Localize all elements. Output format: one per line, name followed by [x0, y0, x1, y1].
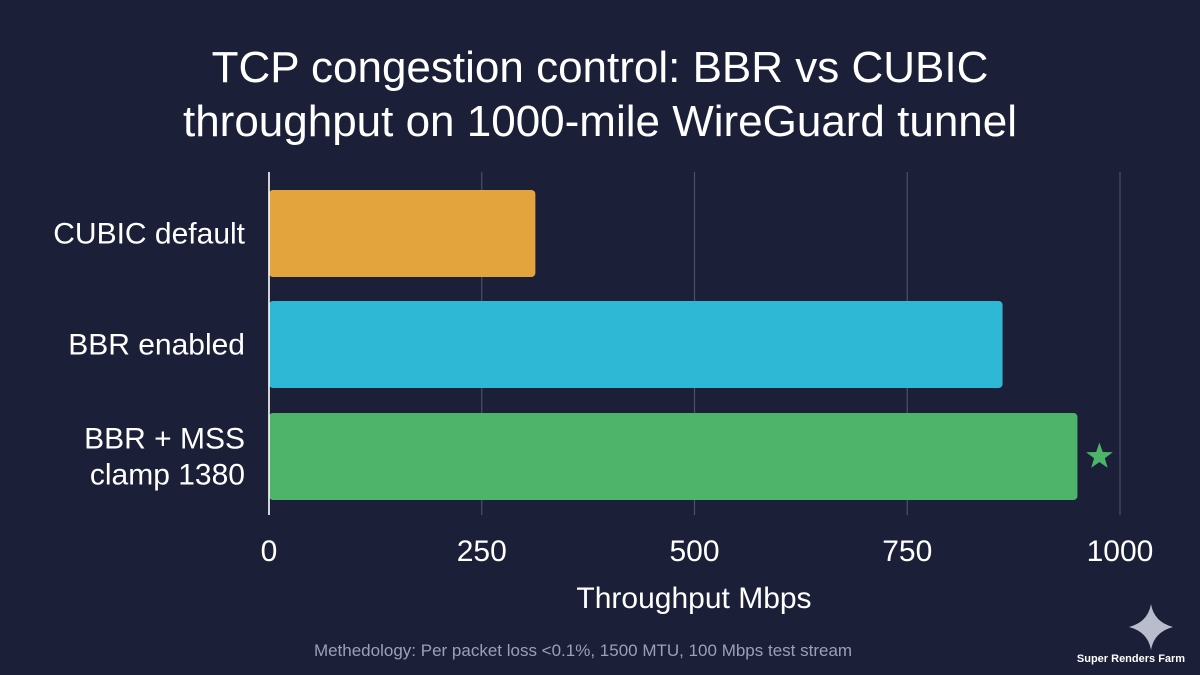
x-tick-label: 250 — [457, 535, 507, 568]
category-label: BBR + MSS — [84, 423, 245, 456]
chart-title-line-1: TCP congestion control: BBR vs CUBIC — [212, 43, 989, 92]
bar — [269, 413, 1078, 500]
x-tick-label: 1000 — [1087, 535, 1154, 568]
x-tick-label: 750 — [882, 535, 932, 568]
category-label: BBR enabled — [68, 329, 245, 362]
bar — [269, 301, 1003, 388]
bars — [269, 190, 1113, 500]
x-axis-title: Throughput Mbps — [576, 582, 811, 615]
brand-logo: Super Renders Farm — [1077, 604, 1185, 665]
x-tick-labels: 0 250 500 750 1000 — [261, 535, 1154, 568]
footnote: Methedology: Per packet loss <0.1%, 1500… — [314, 641, 852, 660]
sparkle-icon — [1129, 604, 1173, 650]
x-tick-label: 500 — [669, 535, 719, 568]
brand-name: Super Renders Farm — [1077, 653, 1185, 665]
star-icon — [1086, 442, 1113, 468]
category-label: CUBIC default — [53, 218, 245, 251]
bar — [269, 190, 536, 277]
category-label: clamp 1380 — [90, 459, 245, 492]
chart-title-line-2: throughput on 1000-mile WireGuard tunnel — [183, 97, 1017, 146]
x-tick-label: 0 — [261, 535, 278, 568]
